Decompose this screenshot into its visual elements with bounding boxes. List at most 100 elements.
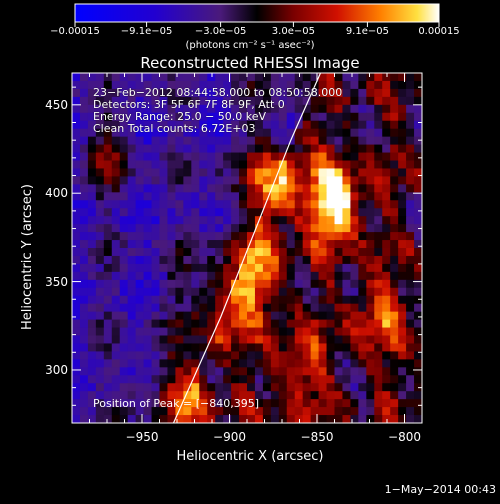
heatmap-cell <box>231 208 240 217</box>
heatmap-cell <box>223 168 232 177</box>
heatmap-cell <box>167 80 176 90</box>
heatmap-cell <box>135 279 144 289</box>
heatmap-cell <box>294 287 304 297</box>
heatmap-cell <box>247 255 256 265</box>
heatmap-cell <box>151 303 160 313</box>
heatmap-cell <box>103 112 113 122</box>
heatmap-cell <box>207 263 216 273</box>
heatmap-cell <box>183 319 192 328</box>
heatmap-cell <box>286 176 296 185</box>
heatmap-cell <box>175 367 184 376</box>
heatmap-cell <box>302 184 312 193</box>
heatmap-cell <box>342 311 351 320</box>
heatmap-cell <box>342 399 351 408</box>
heatmap-cell <box>143 168 152 177</box>
x-tick-label: −950 <box>125 430 159 444</box>
heatmap-cell <box>286 240 296 249</box>
heatmap-cell <box>254 200 264 209</box>
heatmap-cell <box>199 287 208 297</box>
heatmap-cell <box>151 96 160 106</box>
heatmap-cell <box>254 232 264 241</box>
heatmap-cell <box>254 383 264 392</box>
heatmap-cell <box>278 311 288 320</box>
heatmap-cell <box>87 128 97 138</box>
heatmap-cell <box>135 152 144 161</box>
heatmap-cell <box>183 184 192 193</box>
heatmap-cell <box>374 327 383 336</box>
heatmap-cell <box>135 343 144 352</box>
heatmap-cell <box>382 335 391 344</box>
heatmap-cell <box>207 73 216 82</box>
heatmap-cell <box>183 335 192 344</box>
heatmap-cell <box>247 168 256 177</box>
heatmap-cell <box>382 168 391 177</box>
heatmap-cell <box>103 263 113 273</box>
heatmap-cell <box>95 73 105 82</box>
heatmap-cell <box>254 351 264 360</box>
heatmap-cell <box>95 232 105 241</box>
heatmap-cell <box>262 144 272 153</box>
heatmap-cell <box>175 263 184 273</box>
heatmap-cell <box>366 73 375 82</box>
heatmap-cell <box>215 359 224 368</box>
heatmap-cell <box>79 176 89 185</box>
heatmap-cell <box>254 375 264 384</box>
heatmap-cell <box>111 200 121 209</box>
heatmap-cell <box>390 73 399 82</box>
heatmap-cell <box>183 160 192 169</box>
heatmap-cell <box>342 208 351 217</box>
heatmap-cell <box>95 327 105 336</box>
heatmap-cell <box>366 80 375 90</box>
heatmap-cell <box>175 96 184 106</box>
heatmap-cell <box>406 391 415 400</box>
heatmap-cell <box>95 295 105 305</box>
heatmap-cell <box>207 144 216 153</box>
heatmap-cell <box>270 327 280 336</box>
heatmap-cell <box>143 96 152 106</box>
heatmap-cell <box>310 359 319 368</box>
heatmap-cell <box>294 415 304 423</box>
heatmap-cell <box>318 80 327 90</box>
heatmap-cell <box>342 367 351 376</box>
heatmap-cell <box>175 73 184 82</box>
heatmap-cell <box>127 343 137 352</box>
heatmap-cell <box>358 144 367 153</box>
heatmap-cell <box>398 391 407 400</box>
heatmap-cell <box>111 351 121 360</box>
heatmap-cell <box>135 335 144 344</box>
heatmap-cell <box>151 391 160 400</box>
y-tick-label: 300 <box>45 362 68 377</box>
heatmap-cell <box>382 407 391 416</box>
heatmap-cell <box>350 73 359 82</box>
heatmap-cell <box>207 80 216 90</box>
heatmap-cell <box>111 112 121 122</box>
heatmap-cell <box>215 176 224 185</box>
heatmap-cell <box>167 271 176 281</box>
heatmap-cell <box>270 335 280 344</box>
heatmap-cell <box>72 351 81 360</box>
heatmap-cell <box>382 367 391 376</box>
heatmap-cell <box>302 279 312 289</box>
heatmap-cell <box>342 128 351 138</box>
heatmap-cell <box>135 271 144 281</box>
heatmap-cell <box>390 271 399 281</box>
heatmap-cell <box>143 200 152 209</box>
heatmap-cell <box>398 351 407 360</box>
heatmap-cell <box>358 391 367 400</box>
colorbar-tick-label: −0.00015 <box>50 26 100 37</box>
heatmap-cell <box>390 367 399 376</box>
heatmap-cell <box>231 168 240 177</box>
heatmap-cell <box>111 399 121 408</box>
heatmap-cell <box>334 279 343 289</box>
heatmap-cell <box>223 112 232 122</box>
heatmap-cell <box>151 224 160 233</box>
heatmap-cell <box>239 343 248 352</box>
heatmap-cell <box>286 311 296 320</box>
heatmap-cell <box>286 399 296 408</box>
heatmap-cell <box>79 200 89 209</box>
heatmap-cell <box>87 136 97 145</box>
heatmap-cell <box>199 160 208 169</box>
heatmap-cell <box>278 240 288 249</box>
heatmap-cell <box>239 160 248 169</box>
heatmap-cell <box>398 88 407 98</box>
